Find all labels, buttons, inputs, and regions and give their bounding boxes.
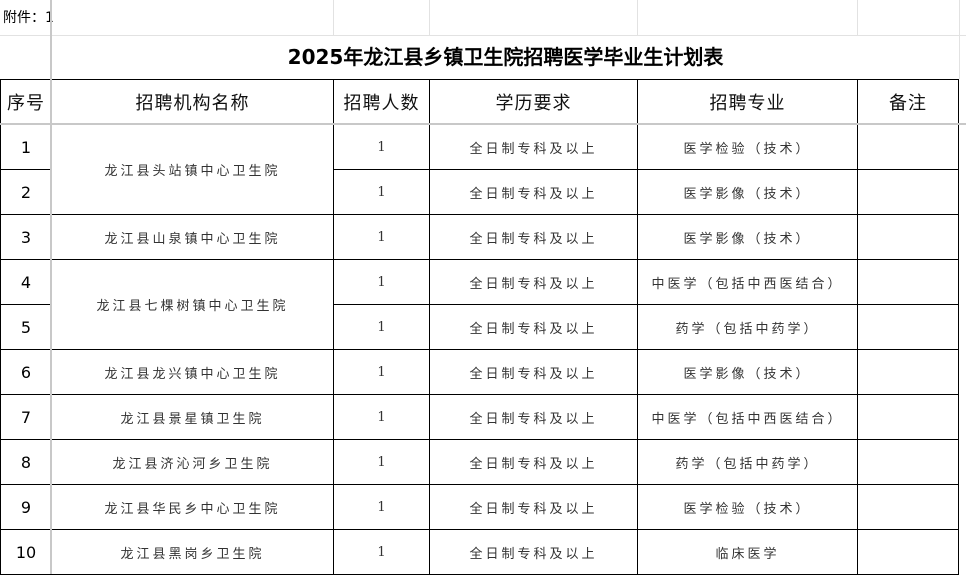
- cell-count[interactable]: 1: [333, 304, 430, 350]
- table-row: 10 龙江县黑岗乡卫生院 1 全日制专科及以上 临床医学: [0, 529, 959, 575]
- cell-count[interactable]: 1: [333, 214, 430, 260]
- cell-seq[interactable]: 3: [0, 214, 52, 260]
- cell-seq[interactable]: 6: [0, 349, 52, 395]
- cell-org[interactable]: 龙江县黑岗乡卫生院: [51, 529, 334, 575]
- cell-seq[interactable]: 9: [0, 484, 52, 530]
- cell-note[interactable]: [857, 349, 959, 395]
- cell-org[interactable]: 龙江县华民乡中心卫生院: [51, 484, 334, 530]
- table-row: 2 1 全日制专科及以上 医学影像（技术）: [0, 169, 959, 215]
- cell-org[interactable]: 龙江县济沁河乡卫生院: [51, 439, 334, 485]
- recruitment-table: 序号 招聘机构名称 招聘人数 学历要求 招聘专业 备注 1 龙江县头站镇中心卫生院…: [0, 79, 959, 575]
- cell-count[interactable]: 1: [333, 529, 430, 575]
- cell-seq[interactable]: 4: [0, 259, 52, 305]
- cell-note[interactable]: [857, 124, 959, 170]
- cell-org[interactable]: 龙江县山泉镇中心卫生院: [51, 214, 334, 260]
- cell-major[interactable]: 药学（包括中药学）: [637, 304, 858, 350]
- cell-seq[interactable]: 1: [0, 124, 52, 170]
- cell-major[interactable]: 临床医学: [637, 529, 858, 575]
- cell-education[interactable]: 全日制专科及以上: [429, 484, 638, 530]
- cell-education[interactable]: 全日制专科及以上: [429, 124, 638, 170]
- header-count[interactable]: 招聘人数: [333, 79, 430, 125]
- cell-major[interactable]: 中医学（包括中西医结合）: [637, 394, 858, 440]
- header-org[interactable]: 招聘机构名称: [51, 79, 334, 125]
- cell-org[interactable]: 龙江县七棵树镇中心卫生院: [51, 259, 334, 350]
- cell-major[interactable]: 医学影像（技术）: [637, 349, 858, 395]
- cell-major[interactable]: 医学影像（技术）: [637, 169, 858, 215]
- cell-seq[interactable]: 2: [0, 169, 52, 215]
- header-seq[interactable]: 序号: [0, 79, 52, 125]
- cell-note[interactable]: [857, 394, 959, 440]
- cell-major[interactable]: 医学影像（技术）: [637, 214, 858, 260]
- header-education[interactable]: 学历要求: [429, 79, 638, 125]
- table-row: 8 龙江县济沁河乡卫生院 1 全日制专科及以上 药学（包括中药学）: [0, 439, 959, 485]
- header-note[interactable]: 备注: [857, 79, 959, 125]
- cell-count[interactable]: 1: [333, 484, 430, 530]
- cell-org[interactable]: 龙江县龙兴镇中心卫生院: [51, 349, 334, 395]
- attachment-label[interactable]: 附件：1: [3, 10, 54, 26]
- cell-count[interactable]: 1: [333, 439, 430, 485]
- freeze-pane-horizontal: [0, 123, 966, 125]
- cell-note[interactable]: [857, 529, 959, 575]
- cell-count[interactable]: 1: [333, 394, 430, 440]
- cell-education[interactable]: 全日制专科及以上: [429, 304, 638, 350]
- cell-major[interactable]: 药学（包括中药学）: [637, 439, 858, 485]
- cell-org[interactable]: 龙江县头站镇中心卫生院: [51, 124, 334, 215]
- cell-note[interactable]: [857, 259, 959, 305]
- cell-major[interactable]: 中医学（包括中西医结合）: [637, 259, 858, 305]
- cell-note[interactable]: [857, 484, 959, 530]
- freeze-pane-vertical: [50, 0, 52, 574]
- table-row: 7 龙江县景星镇卫生院 1 全日制专科及以上 中医学（包括中西医结合）: [0, 394, 959, 440]
- table-row: 5 1 全日制专科及以上 药学（包括中药学）: [0, 304, 959, 350]
- cell-count[interactable]: 1: [333, 169, 430, 215]
- cell-count[interactable]: 1: [333, 349, 430, 395]
- header-row: 序号 招聘机构名称 招聘人数 学历要求 招聘专业 备注: [0, 79, 959, 125]
- cell-note[interactable]: [857, 439, 959, 485]
- cell-education[interactable]: 全日制专科及以上: [429, 529, 638, 575]
- cell-note[interactable]: [857, 214, 959, 260]
- table-row: 6 龙江县龙兴镇中心卫生院 1 全日制专科及以上 医学影像（技术）: [0, 349, 959, 395]
- cell-note[interactable]: [857, 304, 959, 350]
- table-row: 3 龙江县山泉镇中心卫生院 1 全日制专科及以上 医学影像（技术）: [0, 214, 959, 260]
- cell-major[interactable]: 医学检验（技术）: [637, 484, 858, 530]
- cell-education[interactable]: 全日制专科及以上: [429, 439, 638, 485]
- cell-count[interactable]: 1: [333, 259, 430, 305]
- cell-count[interactable]: 1: [333, 124, 430, 170]
- cell-note[interactable]: [857, 169, 959, 215]
- cell-education[interactable]: 全日制专科及以上: [429, 169, 638, 215]
- cell-seq[interactable]: 8: [0, 439, 52, 485]
- cell-education[interactable]: 全日制专科及以上: [429, 349, 638, 395]
- cell-education[interactable]: 全日制专科及以上: [429, 394, 638, 440]
- sheet-top-area: 附件：1 2025年龙江县乡镇卫生院招聘医学毕业生计划表: [0, 0, 966, 79]
- cell-seq[interactable]: 10: [0, 529, 52, 575]
- cell-major[interactable]: 医学检验（技术）: [637, 124, 858, 170]
- table-row: 9 龙江县华民乡中心卫生院 1 全日制专科及以上 医学检验（技术）: [0, 484, 959, 530]
- cell-education[interactable]: 全日制专科及以上: [429, 259, 638, 305]
- page-title[interactable]: 2025年龙江县乡镇卫生院招聘医学毕业生计划表: [287, 45, 724, 69]
- cell-education[interactable]: 全日制专科及以上: [429, 214, 638, 260]
- cell-seq[interactable]: 7: [0, 394, 52, 440]
- cell-seq[interactable]: 5: [0, 304, 52, 350]
- table-row: 4 龙江县七棵树镇中心卫生院 1 全日制专科及以上 中医学（包括中西医结合）: [0, 259, 959, 350]
- header-major[interactable]: 招聘专业: [637, 79, 858, 125]
- cell-org[interactable]: 龙江县景星镇卫生院: [51, 394, 334, 440]
- table-row: 1 龙江县头站镇中心卫生院 1 全日制专科及以上 医学检验（技术）: [0, 124, 959, 215]
